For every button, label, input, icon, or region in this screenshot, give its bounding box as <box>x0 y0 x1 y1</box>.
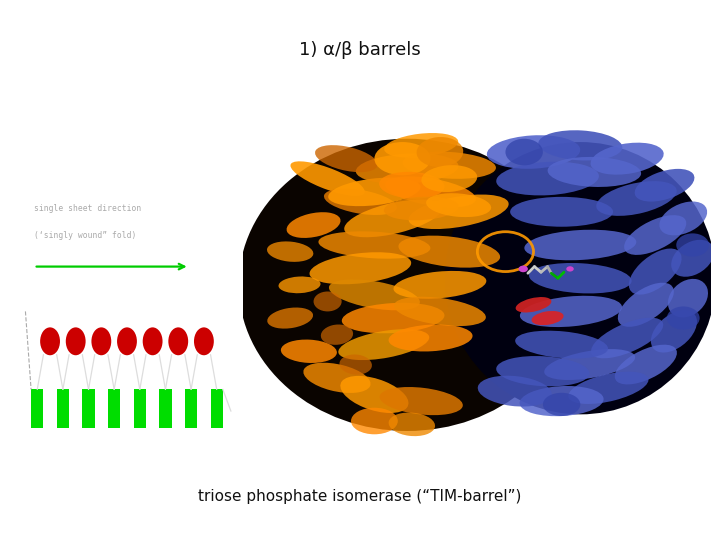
Ellipse shape <box>496 356 590 386</box>
Ellipse shape <box>313 292 342 312</box>
Ellipse shape <box>389 325 472 352</box>
Text: Topology of alpha/beta barrel: Topology of alpha/beta barrel <box>24 139 194 148</box>
Ellipse shape <box>524 230 636 260</box>
Ellipse shape <box>384 133 458 158</box>
Ellipse shape <box>279 276 320 293</box>
Ellipse shape <box>409 194 508 229</box>
Ellipse shape <box>402 152 496 179</box>
Bar <box>82 389 94 428</box>
Ellipse shape <box>267 307 313 329</box>
Ellipse shape <box>548 157 641 187</box>
Ellipse shape <box>520 386 603 416</box>
Text: triose phosphate isomerase (“TIM-barrel”): triose phosphate isomerase (“TIM-barrel”… <box>198 489 522 504</box>
Ellipse shape <box>417 137 463 167</box>
Ellipse shape <box>310 252 411 284</box>
Ellipse shape <box>328 178 420 206</box>
Ellipse shape <box>379 172 444 199</box>
Ellipse shape <box>341 376 408 413</box>
Text: single sheet direction: single sheet direction <box>34 204 141 213</box>
Ellipse shape <box>426 193 491 217</box>
Ellipse shape <box>478 376 552 407</box>
Ellipse shape <box>281 340 337 363</box>
Text: (‘singly wound” fold): (‘singly wound” fold) <box>34 231 136 240</box>
Bar <box>57 389 69 428</box>
Circle shape <box>566 266 574 272</box>
Ellipse shape <box>421 165 477 192</box>
Ellipse shape <box>629 248 682 295</box>
Ellipse shape <box>667 306 700 330</box>
Ellipse shape <box>544 349 635 380</box>
Circle shape <box>117 327 137 355</box>
Ellipse shape <box>398 235 500 268</box>
Ellipse shape <box>651 310 697 353</box>
Ellipse shape <box>238 139 576 431</box>
Ellipse shape <box>516 330 608 359</box>
Ellipse shape <box>356 153 459 184</box>
Ellipse shape <box>379 387 463 415</box>
Circle shape <box>194 327 214 355</box>
Bar <box>108 389 120 428</box>
Ellipse shape <box>591 318 663 359</box>
Circle shape <box>143 327 163 355</box>
Ellipse shape <box>394 271 486 299</box>
Ellipse shape <box>539 130 622 160</box>
Bar <box>185 389 197 428</box>
Ellipse shape <box>303 363 371 393</box>
Bar <box>210 389 223 428</box>
Ellipse shape <box>324 188 397 215</box>
Ellipse shape <box>510 197 613 227</box>
Ellipse shape <box>668 279 708 318</box>
Ellipse shape <box>267 241 313 262</box>
Ellipse shape <box>342 303 444 333</box>
Text: 1) α/β barrels: 1) α/β barrels <box>299 40 421 59</box>
Ellipse shape <box>505 139 543 165</box>
Ellipse shape <box>444 142 716 414</box>
Ellipse shape <box>290 161 365 196</box>
Ellipse shape <box>487 135 580 169</box>
Ellipse shape <box>635 169 694 201</box>
Ellipse shape <box>318 231 431 259</box>
Ellipse shape <box>590 143 664 174</box>
Ellipse shape <box>339 354 372 375</box>
Ellipse shape <box>676 233 709 256</box>
Ellipse shape <box>529 263 631 293</box>
Ellipse shape <box>624 215 686 255</box>
Circle shape <box>66 327 86 355</box>
Ellipse shape <box>568 372 649 404</box>
Ellipse shape <box>385 177 476 207</box>
Ellipse shape <box>384 197 459 220</box>
Ellipse shape <box>351 408 397 434</box>
Ellipse shape <box>543 393 580 416</box>
Ellipse shape <box>321 325 353 345</box>
Circle shape <box>40 327 60 355</box>
Ellipse shape <box>496 162 599 195</box>
Ellipse shape <box>338 329 429 360</box>
Ellipse shape <box>660 201 707 235</box>
Ellipse shape <box>615 345 677 384</box>
Ellipse shape <box>389 413 435 436</box>
Bar <box>134 389 146 428</box>
Bar <box>24 295 232 434</box>
Ellipse shape <box>394 296 486 326</box>
Ellipse shape <box>344 200 442 237</box>
Ellipse shape <box>671 240 714 277</box>
Ellipse shape <box>287 212 341 238</box>
Ellipse shape <box>596 181 677 216</box>
Ellipse shape <box>329 279 420 310</box>
Bar <box>31 389 43 428</box>
Circle shape <box>518 266 528 272</box>
Ellipse shape <box>520 296 622 327</box>
Ellipse shape <box>315 145 377 172</box>
Ellipse shape <box>531 311 564 325</box>
Bar <box>159 389 171 428</box>
Circle shape <box>91 327 112 355</box>
Circle shape <box>168 327 188 355</box>
Ellipse shape <box>618 283 674 327</box>
Ellipse shape <box>516 297 552 313</box>
Ellipse shape <box>374 142 431 176</box>
